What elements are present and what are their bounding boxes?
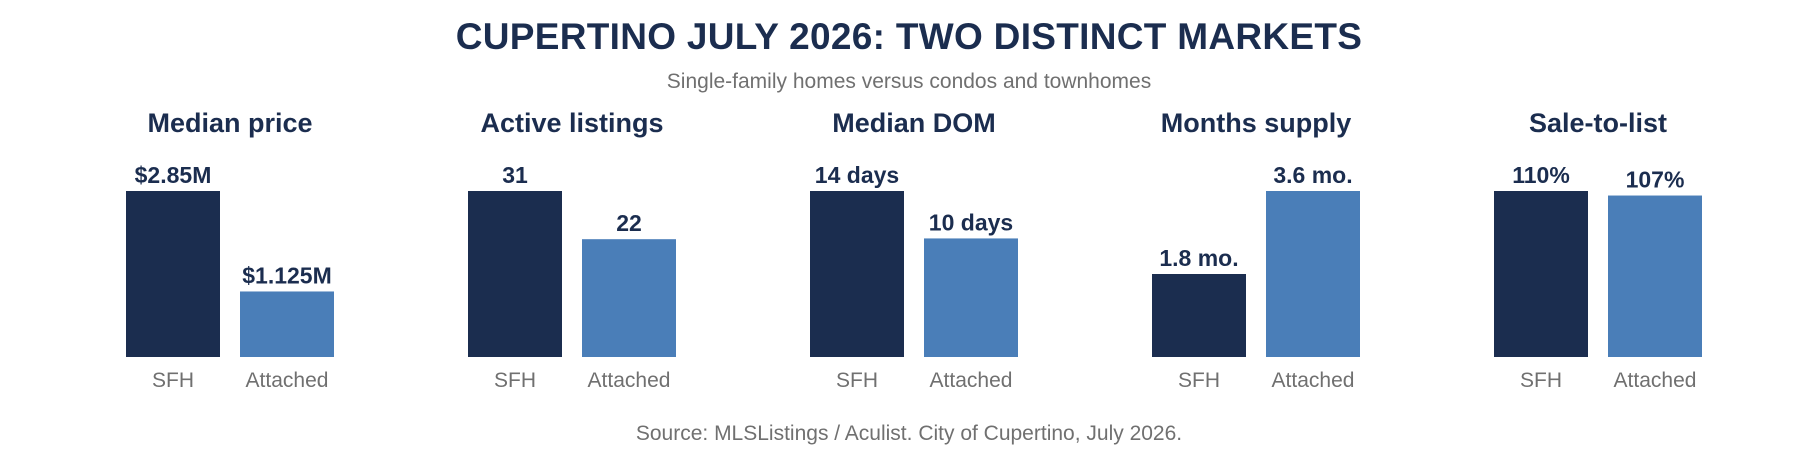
value-label: 31	[502, 162, 528, 188]
panel-title: Median price	[147, 108, 312, 138]
panel-title: Sale-to-list	[1529, 108, 1667, 138]
category-label: SFH	[1520, 369, 1562, 392]
category-label: SFH	[152, 369, 194, 392]
category-label: SFH	[836, 369, 878, 392]
value-label: 14 days	[815, 162, 899, 188]
bar-attached	[582, 239, 676, 357]
bar-attached	[924, 238, 1018, 357]
value-label: 1.8 mo.	[1159, 245, 1238, 271]
category-label: SFH	[494, 369, 536, 392]
panel-title: Active listings	[480, 108, 663, 138]
bar-attached	[1266, 191, 1360, 357]
category-label: Attached	[930, 369, 1013, 392]
value-label: 22	[616, 210, 642, 236]
page-title: CUPERTINO JULY 2026: TWO DISTINCT MARKET…	[455, 16, 1363, 57]
value-label: $2.85M	[135, 162, 212, 188]
category-label: Attached	[588, 369, 671, 392]
bar-sfh	[1494, 191, 1588, 357]
bar-sfh	[810, 191, 904, 357]
bar-attached	[1608, 195, 1702, 357]
panel-title: Months supply	[1161, 108, 1352, 138]
category-label: Attached	[1614, 369, 1697, 392]
category-label: Attached	[246, 369, 329, 392]
bar-attached	[240, 291, 334, 357]
value-label: 110%	[1512, 162, 1570, 188]
value-label: 107%	[1626, 167, 1685, 193]
page-subtitle: Single-family homes versus condos and to…	[666, 70, 1152, 93]
bar-sfh	[126, 191, 220, 357]
category-label: Attached	[1272, 369, 1355, 392]
value-label: 3.6 mo.	[1273, 162, 1352, 188]
category-label: SFH	[1178, 369, 1220, 392]
bar-sfh	[468, 191, 562, 357]
panel-title: Median DOM	[832, 108, 996, 138]
source-note: Source: MLSListings / Aculist. City of C…	[635, 422, 1183, 445]
value-label: $1.125M	[242, 262, 332, 288]
bar-sfh	[1152, 274, 1246, 357]
value-label: 10 days	[929, 209, 1013, 235]
